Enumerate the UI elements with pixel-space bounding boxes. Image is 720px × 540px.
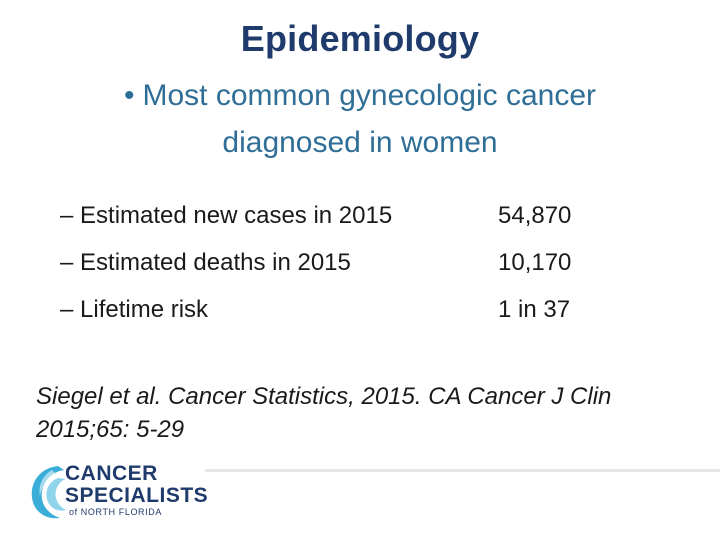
footer-divider (205, 469, 720, 472)
wave-logo-icon (31, 466, 66, 519)
stat-value: 10,170 (498, 249, 572, 276)
stat-value: 54,870 (498, 202, 572, 229)
stat-label: – Estimated deaths in 2015 (60, 249, 351, 276)
citation: Siegel et al. Cancer Statistics, 2015. C… (36, 380, 706, 446)
stat-row-lifetime-risk: – Lifetime risk 1 in 37 (60, 290, 660, 337)
stat-label: – Lifetime risk (60, 296, 209, 323)
cancer-specialists-logo: CANCER SPECIALISTS of NORTH FLORIDA (28, 460, 218, 524)
citation-line-1: Siegel et al. Cancer Statistics, 2015. C… (36, 383, 612, 410)
stat-row-new-cases: – Estimated new cases in 2015 54,870 (60, 196, 660, 243)
stats-list: – Estimated new cases in 2015 54,870 – E… (60, 196, 660, 337)
slide-title: Epidemiology (240, 18, 480, 59)
main-bullet-line-1: • Most common gynecologic cancer (40, 72, 680, 119)
logo-subtitle: of NORTH FLORIDA (69, 507, 162, 517)
stat-row-deaths: – Estimated deaths in 2015 10,170 (60, 243, 660, 290)
stat-label: – Estimated new cases in 2015 (60, 202, 393, 229)
stat-value: 1 in 37 (498, 296, 571, 323)
main-bullet-line-2: diagnosed in women (222, 126, 498, 159)
citation-line-2: 2015;65: 5-29 (36, 416, 185, 443)
main-bullet: • Most common gynecologic cancer diagnose… (40, 72, 680, 166)
logo-word-cancer: CANCER (65, 462, 158, 485)
bullet-marker: • (123, 79, 135, 112)
main-bullet-text-1: Most common gynecologic cancer (142, 79, 597, 112)
logo-word-specialists: SPECIALISTS (65, 484, 209, 507)
